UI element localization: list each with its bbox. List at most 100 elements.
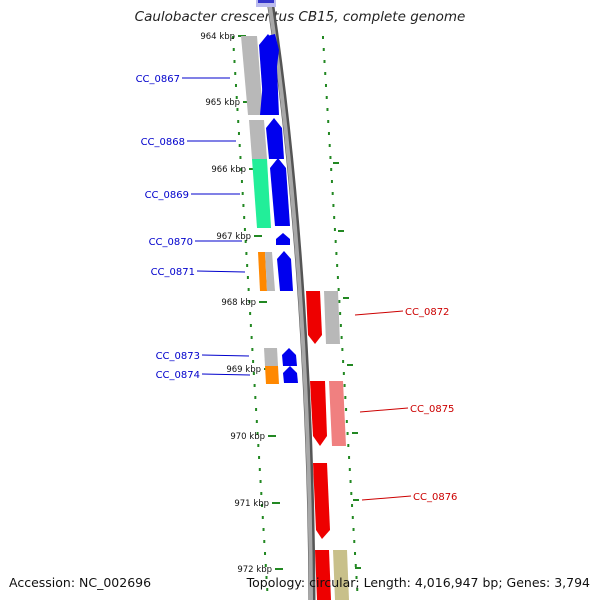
scale-label: 965 kbp bbox=[205, 98, 240, 108]
scale-dot bbox=[322, 36, 324, 39]
scale-dot bbox=[348, 456, 351, 459]
scale-label: 972 kbp bbox=[237, 565, 272, 575]
map-title: Caulobacter crescentus CB15, complete ge… bbox=[134, 9, 466, 25]
scale-dot bbox=[263, 540, 266, 543]
scale-dot bbox=[339, 312, 342, 315]
scale-dot bbox=[239, 156, 242, 159]
scale-dot bbox=[350, 492, 353, 495]
scale-dot bbox=[354, 564, 357, 567]
scale-dot bbox=[260, 492, 263, 495]
label-CC_0869[interactable]: CC_0869 bbox=[145, 190, 189, 201]
cds-CC_0871-cog[interactable] bbox=[258, 252, 267, 291]
scale-dot bbox=[322, 48, 325, 51]
scale-tick-right bbox=[352, 432, 358, 434]
scale-dot bbox=[246, 264, 249, 267]
scale-label: 968 kbp bbox=[221, 298, 256, 308]
scale-dot bbox=[355, 576, 358, 579]
gene-CC_0868[interactable] bbox=[266, 118, 284, 159]
cds-CC_0868[interactable] bbox=[249, 120, 267, 159]
gene-CC_0869[interactable] bbox=[270, 158, 290, 226]
cds-bottom-khaki[interactable] bbox=[333, 550, 349, 600]
scale-dot bbox=[337, 288, 340, 291]
scale-dot bbox=[349, 480, 352, 483]
gene-CC_0870[interactable] bbox=[276, 233, 290, 245]
scale-label: 971 kbp bbox=[234, 499, 269, 509]
scale-dot bbox=[255, 420, 258, 423]
scale-dot bbox=[240, 180, 243, 183]
cds-CC_0874[interactable] bbox=[265, 366, 279, 384]
gene-CC_0871[interactable] bbox=[277, 251, 293, 291]
scale-dot bbox=[329, 156, 332, 159]
scale-tick bbox=[272, 502, 280, 504]
label-CC_0872[interactable]: CC_0872 bbox=[405, 307, 449, 318]
cds-CC_0873[interactable] bbox=[264, 348, 278, 366]
cds-CC_0875[interactable] bbox=[329, 381, 346, 446]
scale-dot bbox=[261, 504, 264, 507]
scale-dot bbox=[245, 252, 248, 255]
label-CC_0874[interactable]: CC_0874 bbox=[156, 370, 200, 381]
scale-tick-right bbox=[347, 364, 353, 366]
scale-dot bbox=[237, 132, 240, 135]
gene-CC_0875[interactable] bbox=[310, 381, 327, 446]
scale-dot bbox=[258, 456, 261, 459]
scale-dot bbox=[264, 552, 267, 555]
scale-dot bbox=[238, 144, 241, 147]
scale-dot bbox=[354, 552, 357, 555]
scale-dot bbox=[339, 324, 342, 327]
scale-dot bbox=[326, 108, 329, 111]
scale-dot bbox=[252, 372, 255, 375]
scale-dot bbox=[348, 468, 351, 471]
label-CC_0875[interactable]: CC_0875 bbox=[410, 404, 454, 415]
scale-dot bbox=[345, 408, 348, 411]
label-CC_0876[interactable]: CC_0876 bbox=[413, 492, 457, 503]
label-CC_0868[interactable]: CC_0868 bbox=[141, 137, 185, 148]
scale-dot bbox=[346, 432, 349, 435]
label-CC_0873[interactable]: CC_0873 bbox=[156, 351, 200, 362]
scale-dot bbox=[342, 360, 345, 363]
cds-CC_0872[interactable] bbox=[324, 291, 340, 344]
scale-tick-right bbox=[355, 567, 361, 569]
scale-dot bbox=[327, 120, 330, 123]
label-CC_0871[interactable]: CC_0871 bbox=[151, 267, 195, 278]
gene-CC_0873[interactable] bbox=[282, 348, 297, 366]
gene-CC_0867-body[interactable] bbox=[259, 34, 279, 115]
scale-dot bbox=[258, 468, 261, 471]
scale-dot bbox=[242, 204, 245, 207]
scale-dot bbox=[248, 300, 251, 303]
gene-CC_0874[interactable] bbox=[283, 366, 298, 383]
gene-CC_0872[interactable] bbox=[306, 291, 322, 344]
scale-dot bbox=[237, 120, 240, 123]
label-CC_0870[interactable]: CC_0870 bbox=[149, 237, 193, 248]
scale-dot bbox=[336, 264, 339, 267]
scale-dot bbox=[232, 36, 234, 39]
scale-label: 964 kbp bbox=[200, 32, 235, 42]
backbone-top-cap bbox=[256, 0, 276, 7]
scale-dot bbox=[324, 84, 327, 87]
scale-tick-right bbox=[343, 297, 349, 299]
scale-dot bbox=[351, 504, 354, 507]
scale-tick-right bbox=[353, 499, 359, 501]
scale-label: 969 kbp bbox=[226, 365, 261, 375]
cds-CC_0867[interactable] bbox=[241, 36, 263, 115]
scale-dot bbox=[264, 564, 267, 567]
scale-dot bbox=[331, 192, 334, 195]
scale-dot bbox=[352, 528, 355, 531]
scale-dot bbox=[341, 348, 344, 351]
gene-bottom-red[interactable] bbox=[315, 550, 331, 600]
scale-dot bbox=[250, 336, 253, 339]
cds-CC_0869[interactable] bbox=[252, 159, 271, 228]
gene-CC_0876[interactable] bbox=[313, 463, 330, 539]
scale-label: 967 kbp bbox=[216, 232, 251, 242]
scale-dot bbox=[249, 324, 252, 327]
cds-CC_0871[interactable] bbox=[265, 252, 275, 291]
leader-CC_0875 bbox=[359, 407, 409, 413]
scale-tick-right bbox=[333, 162, 339, 164]
scale-tick bbox=[268, 435, 276, 437]
scale-dot bbox=[334, 240, 337, 243]
backbone-line bbox=[267, 0, 313, 600]
scale-dot bbox=[256, 432, 259, 435]
label-CC_0867[interactable]: CC_0867 bbox=[136, 74, 180, 85]
scale-dot bbox=[325, 96, 328, 99]
scale-dot bbox=[240, 168, 243, 171]
leader-CC_0872 bbox=[354, 310, 404, 316]
